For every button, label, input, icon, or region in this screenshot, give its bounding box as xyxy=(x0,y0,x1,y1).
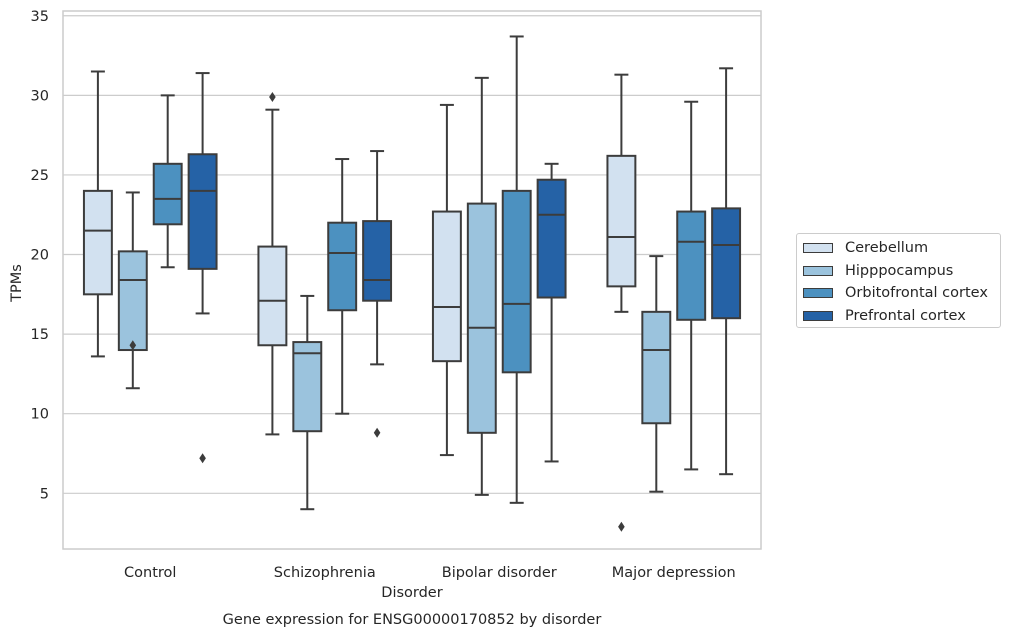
y-tick-labels: 5 10 15 20 25 30 35 xyxy=(31,9,49,503)
iqr-box xyxy=(676,210,707,321)
legend: Cerebellum Hipppocampus Orbitofrontal cort… xyxy=(796,233,1001,328)
legend-swatch xyxy=(803,243,833,254)
iqr-box xyxy=(466,202,497,434)
x-tick-label: Schizophrenia xyxy=(274,565,376,581)
box-orbitofrontal-cortex xyxy=(501,35,532,504)
box-cerebellum xyxy=(257,91,288,436)
legend-label: Cerebellum xyxy=(845,240,929,257)
box-orbitofrontal-cortex xyxy=(152,94,183,269)
legend-label: Prefrontal cortex xyxy=(845,307,966,324)
chart-title: Gene expression for ENSG00000170852 by d… xyxy=(223,612,602,628)
iqr-box xyxy=(82,189,113,296)
x-tick-label: Control xyxy=(124,565,176,581)
y-tick-label: 5 xyxy=(40,486,49,502)
x-tick-label: Major depression xyxy=(612,565,736,581)
outlier-point xyxy=(618,521,625,532)
box-groups xyxy=(82,35,742,532)
iqr-box xyxy=(327,221,358,312)
outlier-point xyxy=(373,427,381,438)
iqr-box xyxy=(641,310,672,425)
y-axis-label: TPMs xyxy=(9,264,25,303)
iqr-box xyxy=(117,250,148,352)
x-tick-labels: Control Schizophrenia Bipolar disorder Majo… xyxy=(124,565,736,581)
box-cerebellum xyxy=(431,103,462,457)
x-axis-label: Disorder xyxy=(381,585,442,601)
box-cerebellum xyxy=(606,73,637,532)
legend-item: Orbitofrontal cortex xyxy=(803,282,1000,305)
iqr-box xyxy=(536,178,567,299)
y-tick-label: 35 xyxy=(31,9,49,25)
plot-area-frame xyxy=(62,10,762,550)
iqr-box xyxy=(187,153,218,270)
iqr-box xyxy=(257,245,288,347)
y-tick-label: 15 xyxy=(31,327,49,343)
y-tick-label: 20 xyxy=(31,248,49,264)
legend-swatch xyxy=(803,288,833,299)
outlier-point xyxy=(199,453,206,464)
box-orbitofrontal-cortex xyxy=(676,100,707,471)
legend-swatch xyxy=(803,265,833,276)
iqr-box xyxy=(711,207,742,320)
box-orbitofrontal-cortex xyxy=(327,158,358,415)
iqr-box xyxy=(501,189,532,374)
iqr-box xyxy=(606,154,637,288)
box-cerebellum xyxy=(82,70,113,358)
legend-swatch xyxy=(803,310,833,321)
box-hipppocampus xyxy=(466,76,497,496)
box-prefrontal-cortex xyxy=(536,162,567,463)
box-prefrontal-cortex xyxy=(711,67,742,476)
box-hipppocampus xyxy=(641,255,672,493)
legend-item: Cerebellum xyxy=(803,237,1000,260)
x-tick-label: Bipolar disorder xyxy=(442,565,557,581)
box-hipppocampus xyxy=(292,294,323,511)
legend-item: Hipppocampus xyxy=(803,260,1000,283)
iqr-box xyxy=(292,341,323,433)
legend-label: Hipppocampus xyxy=(845,262,954,279)
outlier-point xyxy=(269,91,276,102)
legend-label: Orbitofrontal cortex xyxy=(845,285,988,302)
iqr-box xyxy=(152,162,183,226)
box-hipppocampus xyxy=(117,191,148,390)
y-tick-label: 10 xyxy=(31,407,49,423)
outlier-point xyxy=(129,340,137,351)
iqr-box xyxy=(362,220,393,302)
legend-item: Prefrontal cortex xyxy=(803,305,1000,328)
iqr-box xyxy=(431,210,462,363)
box-prefrontal-cortex xyxy=(362,150,393,438)
box-prefrontal-cortex xyxy=(187,72,218,464)
y-tick-label: 30 xyxy=(31,88,49,104)
y-tick-label: 25 xyxy=(31,168,49,184)
